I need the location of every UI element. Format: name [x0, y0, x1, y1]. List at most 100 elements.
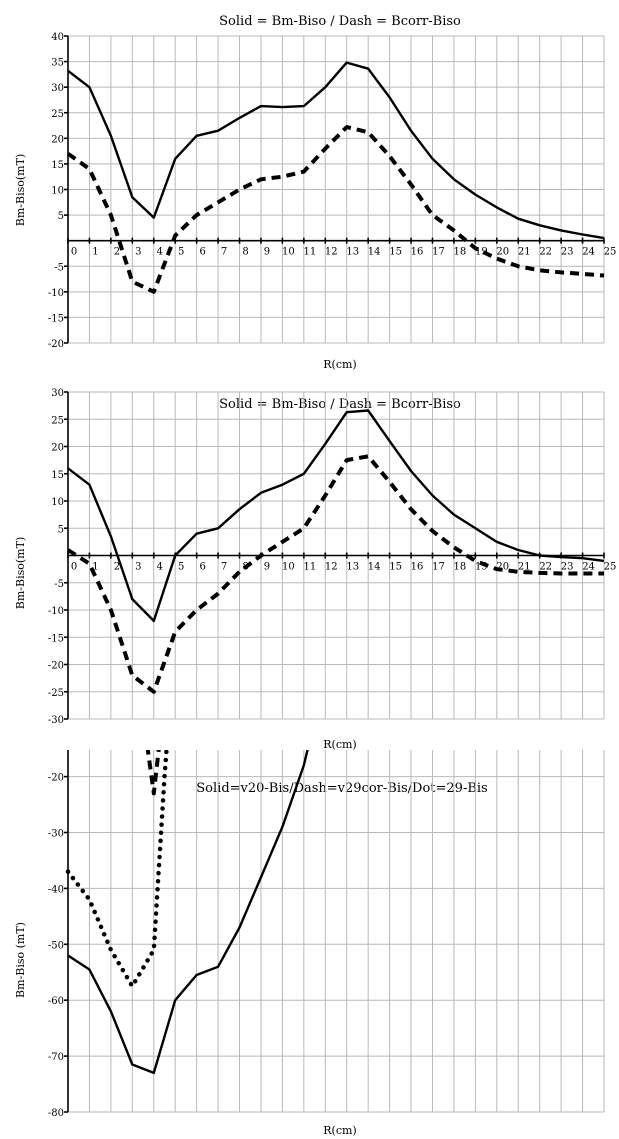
y-tick-label: 15 — [51, 470, 64, 481]
chart-3: Solid=v20-Bis/Dash=v29cor-Bis/Dot=29-Bis… — [14, 750, 605, 1137]
x-tick-label: 7 — [221, 562, 227, 573]
y-tick-label: -10 — [48, 288, 64, 299]
x-tick-label: 3 — [135, 247, 141, 258]
y-tick-label: -25 — [48, 688, 64, 699]
x-tick-label: 0 — [71, 562, 77, 573]
y-tick-labels: 40 35 30 25 20 15 10 5 -5 -10 -15 -20 — [48, 32, 64, 350]
y-tick-label: -50 — [48, 940, 64, 951]
y-tick-label: 20 — [51, 134, 64, 145]
x-tick-label: 23 — [561, 247, 574, 258]
x-tick-label: 8 — [242, 247, 248, 258]
y-tick-label: -5 — [54, 579, 64, 590]
x-tick-label: 13 — [346, 247, 359, 258]
x-tick-label: 17 — [432, 247, 445, 258]
series-line-solid — [67, 409, 605, 623]
y-tick-label: -30 — [48, 715, 64, 726]
x-tick-label: 3 — [135, 562, 141, 573]
x-tick-label: 12 — [325, 562, 338, 573]
x-tick-label: 11 — [303, 247, 316, 258]
y-axis-label: Bm-Biso(mT) — [14, 154, 27, 226]
x-tick-label: 23 — [561, 562, 574, 573]
y-tick-label: -20 — [48, 339, 64, 350]
x-tick-label: 1 — [92, 247, 98, 258]
x-tick-label: 22 — [539, 247, 552, 258]
axes — [64, 391, 605, 720]
x-tick-label: 25 — [604, 562, 617, 573]
x-tick-label: 16 — [411, 247, 424, 258]
y-tick-label: 30 — [51, 388, 64, 399]
x-tick-label: 25 — [604, 247, 617, 258]
x-axis-label: R(cm) — [323, 738, 356, 750]
series — [66, 61, 605, 294]
y-tick-label: 5 — [58, 211, 64, 222]
x-tick-label: 17 — [432, 562, 445, 573]
x-tick-label: 18 — [454, 562, 467, 573]
chart-2: Solid = Bm-Biso / Dash = Bcorr-Biso 3025… — [14, 388, 617, 750]
chart-1: Solid = Bm-Biso / Dash = Bcorr-Biso 4035… — [14, 14, 617, 371]
grid — [67, 750, 605, 1113]
y-tick-label: -30 — [48, 829, 64, 840]
y-tick-label: 35 — [51, 58, 64, 69]
y-tick-label: 25 — [51, 415, 64, 426]
x-tick-label: 6 — [199, 562, 205, 573]
x-tick-label: 10 — [282, 562, 295, 573]
x-tick-label: 5 — [178, 247, 184, 258]
y-tick-label: 25 — [51, 109, 64, 120]
x-tick-label: 13 — [346, 562, 359, 573]
chart-title: Solid = Bm-Biso / Dash = Bcorr-Biso — [219, 14, 461, 29]
y-tick-label: 20 — [51, 443, 64, 454]
x-tick-label: 16 — [411, 562, 424, 573]
x-tick-label: 10 — [282, 247, 295, 258]
y-tick-label: -20 — [48, 773, 64, 784]
y-tick-label: 15 — [51, 160, 64, 171]
axes — [64, 750, 69, 1113]
grid — [67, 35, 605, 344]
series-line-dash — [66, 454, 604, 694]
y-tick-label: -10 — [48, 606, 64, 617]
x-tick-label: 6 — [199, 247, 205, 258]
series — [66, 409, 605, 694]
x-tick-labels: 0 1 2 3 4 5 6 7 8 9 10 11 12 13 14 15 16 17 18 19 20 21 22 23 24… — [71, 247, 617, 258]
y-tick-label: -70 — [48, 1052, 64, 1063]
x-tick-label: 20 — [496, 247, 509, 258]
series-line-solid — [67, 61, 605, 240]
x-tick-label: 1 — [92, 562, 98, 573]
x-tick-label: 15 — [389, 562, 402, 573]
x-tick-label: 9 — [264, 562, 270, 573]
axes — [64, 35, 605, 344]
x-tick-label: 21 — [518, 562, 531, 573]
chart-title: Solid = Bm-Biso / Dash = Bcorr-Biso — [219, 397, 461, 412]
x-tick-label: 4 — [157, 562, 163, 573]
y-tick-labels: 2010-10-20-30-40-50-60-70-80 — [48, 773, 64, 1119]
x-tick-label: 14 — [368, 247, 381, 258]
x-tick-label: 15 — [389, 247, 402, 258]
y-tick-label: -15 — [48, 633, 64, 644]
x-tick-label: 21 — [518, 247, 531, 258]
x-tick-label: 9 — [264, 247, 270, 258]
x-tick-label: 0 — [71, 247, 77, 258]
x-tick-labels: 0 1 2 3 4 5 6 7 8 9 10 11 12 13 14 15 16 17 18 19 20 21 22 23 24… — [71, 562, 617, 573]
x-tick-label: 22 — [539, 562, 552, 573]
series-line-solid — [67, 750, 309, 1075]
y-tick-label: -40 — [48, 884, 64, 895]
y-tick-label: 30 — [51, 83, 64, 94]
chart-title: Solid=v20-Bis/Dash=v29cor-Bis/Dot=29-Bis — [196, 781, 487, 796]
y-tick-label: 40 — [51, 32, 64, 43]
x-tick-label: 24 — [582, 247, 595, 258]
x-tick-label: 19 — [475, 562, 488, 573]
x-tick-label: 2 — [114, 247, 120, 258]
y-tick-labels: 30 25 20 15 10 5 -5 -10 -15 -20 -25 -30 — [48, 388, 64, 726]
y-tick-label: 10 — [51, 497, 64, 508]
x-tick-label: 18 — [454, 247, 467, 258]
x-tick-label: 4 — [157, 247, 163, 258]
y-tick-label: 5 — [58, 524, 64, 535]
x-tick-label: 19 — [475, 247, 488, 258]
y-axis-label: Bm-Biso(mT) — [14, 537, 27, 609]
x-tick-label: 5 — [178, 562, 184, 573]
x-tick-label: 20 — [496, 562, 509, 573]
x-tick-label: 7 — [221, 247, 227, 258]
x-tick-label: 11 — [303, 562, 316, 573]
y-tick-label: -15 — [48, 313, 64, 324]
y-tick-label: 10 — [51, 186, 64, 197]
x-axis-label: R(cm) — [323, 1124, 356, 1137]
